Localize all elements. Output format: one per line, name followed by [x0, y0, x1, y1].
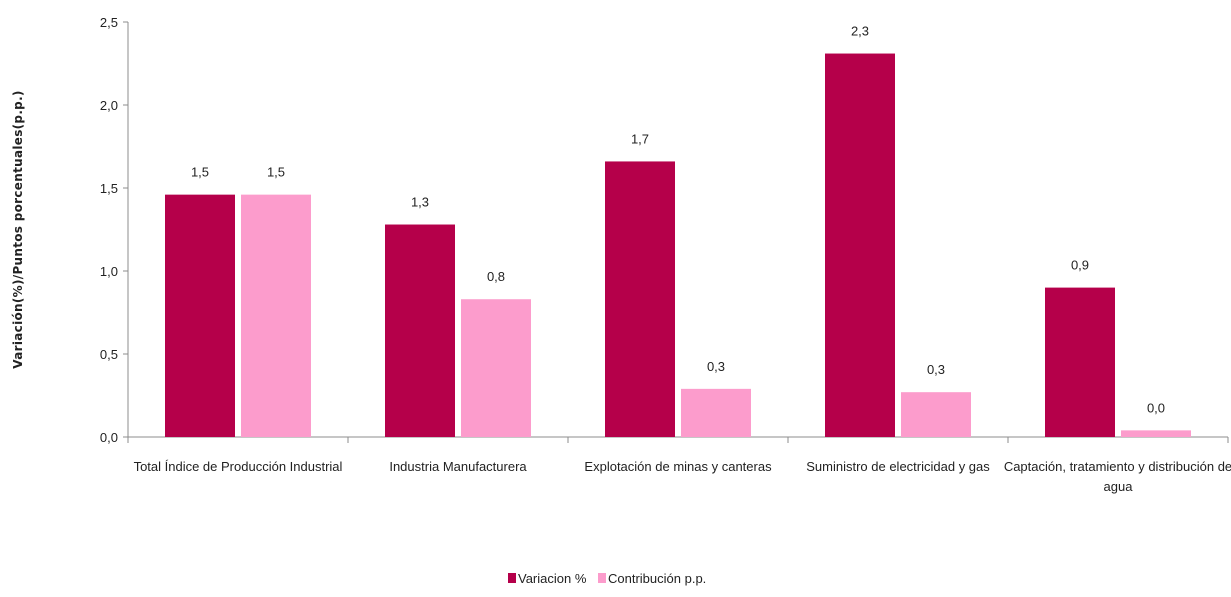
legend-label: Variacion %	[518, 571, 587, 586]
bar-variacion	[385, 224, 455, 437]
data-label: 0,3	[707, 359, 725, 374]
bar-contribucion	[901, 392, 971, 437]
data-label: 2,3	[851, 24, 869, 39]
category-label: Suministro de electricidad y gas	[806, 459, 990, 474]
data-label: 1,5	[267, 165, 285, 180]
legend-swatch	[598, 573, 606, 583]
y-axis-title: Variación(%)/Puntos porcentuales(p.p.)	[11, 90, 25, 368]
bar-variacion	[1045, 287, 1115, 437]
category-label: Industria Manufacturera	[389, 459, 527, 474]
legend-label: Contribución p.p.	[608, 571, 706, 586]
category-label: Explotación de minas y canteras	[584, 459, 772, 474]
data-label: 0,8	[487, 269, 505, 284]
data-labels: 1,5 1,5 1,3 0,8 1,7 0,3 2,3 0,3 0,9 0,0	[191, 24, 1165, 416]
y-tick-label: 1,5	[100, 181, 118, 196]
y-tick-label: 2,5	[100, 15, 118, 30]
legend: Variacion % Contribución p.p.	[508, 571, 706, 586]
axes	[127, 22, 1229, 443]
category-label: Total Índice de Producción Industrial	[134, 459, 343, 474]
y-tick-label: 1,0	[100, 264, 118, 279]
data-label: 0,3	[927, 362, 945, 377]
bar-variacion	[825, 53, 895, 437]
y-tick-label: 0,5	[100, 347, 118, 362]
category-labels: Total Índice de Producción Industrial Ind…	[134, 459, 1231, 494]
bar-variacion	[165, 194, 235, 437]
data-label: 0,9	[1071, 258, 1089, 273]
bar-contribucion	[1121, 430, 1191, 437]
bar-contribucion	[461, 299, 531, 437]
category-label: Captación, tratamiento y distribución de	[1004, 459, 1231, 474]
y-tick-label: 2,0	[100, 98, 118, 113]
data-label: 1,3	[411, 195, 429, 210]
y-tick-label: 0,0	[100, 430, 118, 445]
bar-contribucion	[241, 194, 311, 437]
y-axis-label: Variación(%)/Puntos porcentuales(p.p.)	[11, 90, 25, 368]
bar-contribucion	[681, 388, 751, 437]
data-label: 1,7	[631, 131, 649, 146]
bars	[165, 53, 1191, 437]
legend-swatch	[508, 573, 516, 583]
y-ticks: 0,0 0,5 1,0 1,5 2,0 2,5	[100, 15, 128, 445]
data-label: 0,0	[1147, 400, 1165, 415]
bar-variacion	[605, 161, 675, 437]
category-label: agua	[1104, 479, 1134, 494]
data-label: 1,5	[191, 165, 209, 180]
